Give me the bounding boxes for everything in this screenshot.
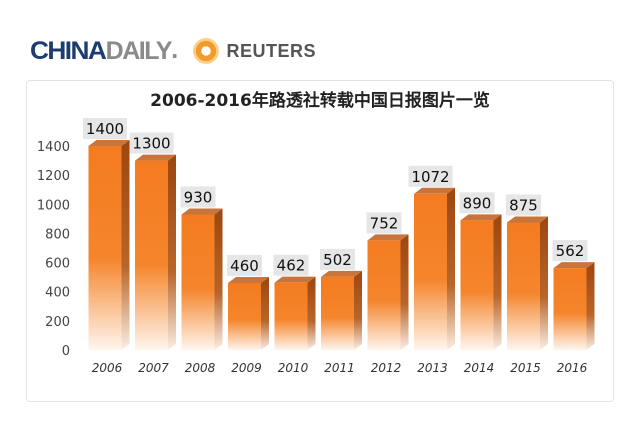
- bar-2014: 890: [459, 192, 502, 350]
- bar-front: [321, 276, 354, 350]
- bar-front: [135, 160, 168, 350]
- logo-bar: CHINA DAILY . REUTERS: [30, 36, 316, 66]
- data-label: 1072: [411, 168, 449, 186]
- bar-front: [181, 214, 215, 350]
- bar-top: [460, 214, 502, 221]
- bar-side: [168, 154, 176, 350]
- bar-side: [493, 214, 502, 350]
- x-tick-label: 2012: [371, 361, 402, 375]
- chart-title: 2006-2016年路透社转载中国日报图片一览: [150, 90, 490, 111]
- bar-top: [367, 234, 409, 241]
- bar-top: [321, 270, 362, 277]
- bar-top: [181, 208, 223, 215]
- x-tick-label: 2010: [278, 361, 309, 375]
- y-tick-label: 1400: [37, 140, 70, 155]
- bar-top: [507, 216, 548, 223]
- data-label-bg: [129, 132, 174, 154]
- bar-side: [214, 208, 223, 350]
- bar-side: [447, 187, 455, 350]
- bar-top: [274, 276, 316, 283]
- bar-front: [507, 222, 540, 350]
- data-label: 752: [370, 214, 399, 232]
- x-tick-label: 2006: [92, 361, 123, 375]
- bar-top: [88, 140, 130, 146]
- y-tick-label: 800: [45, 227, 70, 242]
- data-label-bg: [320, 248, 355, 270]
- x-tick-label: 2013: [417, 361, 448, 375]
- bar-side: [121, 140, 130, 350]
- bar-front: [88, 146, 122, 350]
- reuters-logo-icon: [192, 38, 219, 64]
- bar-2010: 462: [273, 254, 316, 350]
- china-daily-logo-daily: DAILY: [105, 36, 173, 65]
- data-label-bg: [459, 192, 495, 214]
- data-label: 890: [463, 194, 492, 212]
- x-tick-label: 2009: [231, 361, 262, 375]
- y-tick-label: 1200: [37, 169, 70, 184]
- data-label-bg: [180, 186, 216, 208]
- bar-top: [135, 154, 176, 161]
- x-tick-label: 2016: [557, 361, 588, 375]
- bar-top: [414, 187, 455, 194]
- bar-2009: 460: [227, 254, 269, 350]
- data-label: 1400: [86, 120, 124, 138]
- china-daily-logo-dot: .: [170, 39, 179, 63]
- bar-front: [460, 220, 494, 350]
- bar-side: [400, 234, 409, 350]
- y-tick-label: 0: [62, 344, 70, 359]
- chart-frame: [26, 80, 614, 402]
- bar-2006: 1400: [83, 118, 130, 350]
- bar-2011: 502: [320, 248, 362, 350]
- data-label: 875: [509, 197, 538, 215]
- y-tick-label: 600: [45, 257, 70, 272]
- x-tick-label: 2014: [464, 361, 495, 375]
- bar-2012: 752: [366, 212, 409, 350]
- y-tick-label: 400: [45, 286, 70, 301]
- data-label: 930: [184, 188, 213, 206]
- x-tick-label: 2007: [138, 361, 169, 375]
- bar-side: [261, 276, 269, 350]
- data-label-bg: [408, 165, 453, 187]
- x-tick-label: 2011: [324, 361, 355, 375]
- bar-front: [228, 282, 261, 350]
- data-label-bg: [83, 118, 127, 139]
- bar-2016: 562: [552, 240, 595, 350]
- data-label: 462: [277, 257, 306, 275]
- bar-top: [553, 262, 595, 269]
- bar-front: [553, 268, 587, 350]
- data-label-bg: [366, 212, 402, 234]
- data-label: 562: [556, 242, 585, 260]
- data-label-bg: [227, 254, 262, 276]
- data-label-bg: [506, 194, 541, 216]
- bar-top: [228, 276, 269, 283]
- bar-2007: 1300: [129, 132, 176, 350]
- bar-front: [274, 282, 308, 350]
- bar-front: [414, 193, 447, 350]
- x-tick-label: 2015: [510, 361, 541, 375]
- bar-2013: 1072: [408, 165, 455, 350]
- data-label: 502: [323, 251, 352, 269]
- bar-side: [540, 216, 548, 350]
- bar-2015: 875: [506, 194, 548, 350]
- bar-side: [307, 276, 316, 350]
- data-label: 460: [230, 257, 259, 275]
- x-tick-label: 2008: [185, 361, 216, 375]
- bar-2008: 930: [180, 186, 223, 350]
- bar-side: [354, 270, 362, 350]
- bar-side: [586, 262, 595, 350]
- data-label-bg: [273, 254, 309, 276]
- china-daily-logo: CHINA: [30, 36, 107, 65]
- bar-front: [367, 240, 401, 350]
- y-tick-label: 200: [45, 315, 70, 330]
- reuters-logo: REUTERS: [226, 40, 317, 61]
- data-label: 1300: [132, 135, 170, 153]
- y-tick-label: 1000: [37, 198, 70, 213]
- data-label-bg: [552, 240, 588, 262]
